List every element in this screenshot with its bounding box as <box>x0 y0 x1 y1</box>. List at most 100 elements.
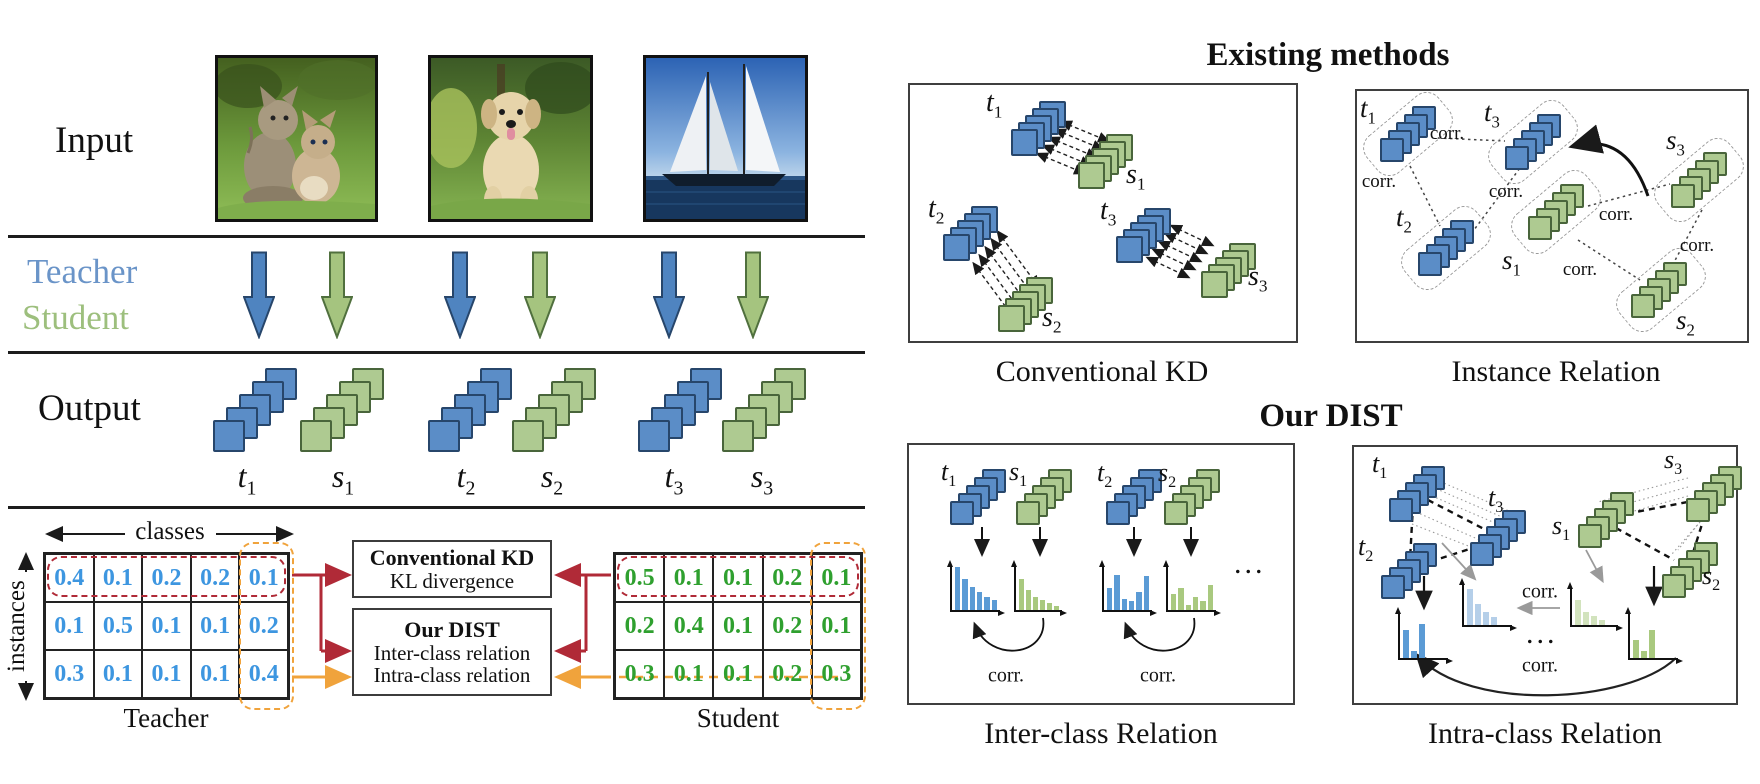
teacher-matrix-caption: Teacher <box>123 703 209 733</box>
matrix-cell: 0.3 <box>811 650 861 698</box>
histogram-bar <box>1583 611 1589 625</box>
intra-histogram-teacher-faded <box>1458 578 1517 631</box>
instance-relation-caption: Instance Relation <box>1451 355 1661 388</box>
intra-label-s2: s2 <box>1702 561 1721 595</box>
feature-map-square <box>950 501 974 525</box>
histogram-bar <box>1019 578 1024 610</box>
intra-class-relation-label: Intra-class relation <box>373 662 531 687</box>
feature-map-square <box>1078 162 1105 189</box>
corr-label: corr. <box>1361 171 1397 193</box>
histogram-bar <box>1054 605 1059 610</box>
intra-histogram-student <box>1624 607 1683 664</box>
our-dist-title: Our DIST <box>1259 398 1403 434</box>
student-network-arrow-icon <box>737 251 769 339</box>
corr-label: corr. <box>987 664 1025 687</box>
histogram-bar <box>984 596 990 610</box>
our-dist-box: Our DIST Inter-class relation Intra-clas… <box>352 608 552 696</box>
matrix-cell: 0.1 <box>93 650 143 698</box>
inter-class-caption: Inter-class Relation <box>984 717 1218 750</box>
histogram-bar <box>1575 600 1581 625</box>
input-image-sailboat <box>643 55 808 222</box>
teacher-column-highlight <box>239 542 294 710</box>
student-output-stack-s3 <box>722 368 806 452</box>
matrix-cell: 0.2 <box>615 602 665 650</box>
matrix-cell: 0.1 <box>664 650 714 698</box>
inst-label-s3: s3 <box>1666 125 1685 160</box>
matrix-cell: 0.1 <box>190 602 240 650</box>
inst-stack-t3 <box>1505 114 1561 170</box>
conv-label-s2: s2 <box>1042 302 1062 337</box>
histogram-bar <box>1491 617 1497 625</box>
intra-label-t2: t2 <box>1358 532 1374 566</box>
output-label-s1: s1 <box>331 458 355 500</box>
kittens-photo-illustration <box>218 58 375 219</box>
intra-stack-t1 <box>1389 466 1445 522</box>
matrix-cell: 0.1 <box>811 602 861 650</box>
output-label-t2: t2 <box>456 458 476 500</box>
matrix-cell: 0.1 <box>45 602 94 650</box>
feature-map-square <box>1578 524 1602 548</box>
teacher-row-highlight <box>47 556 286 597</box>
inter-stack-s2 <box>1164 469 1220 525</box>
histogram-bar <box>955 567 961 610</box>
student-row-label: Student <box>22 298 129 337</box>
output-row-label: Output <box>38 388 141 429</box>
matrix-cell: 0.2 <box>190 554 240 602</box>
teacher-output-stack-t2 <box>428 368 512 452</box>
feature-map-square <box>1671 184 1695 208</box>
inter-stack-s1 <box>1016 469 1072 525</box>
conv-label-s3: s3 <box>1248 261 1268 296</box>
inst-stack-t1 <box>1380 106 1436 162</box>
puppy-photo-illustration <box>431 58 590 219</box>
inter-ellipsis: ... <box>1234 547 1266 580</box>
histogram-bar <box>1171 594 1177 610</box>
matrix-cell: 0.1 <box>664 554 714 602</box>
sailboat-photo-illustration <box>646 58 805 219</box>
feature-map-square <box>722 420 754 452</box>
feature-map-square <box>1418 252 1442 276</box>
histogram-bar <box>1026 589 1031 610</box>
output-label-t1: t1 <box>237 458 257 500</box>
histogram-bar <box>1107 587 1113 610</box>
our-dist-box-title: Our DIST <box>404 617 500 643</box>
intra-class-relation-panel <box>1352 445 1738 705</box>
feature-map-square <box>1011 129 1038 156</box>
conventional-kd-box: Conventional KD KL divergence <box>352 540 552 598</box>
feature-map-square <box>1381 575 1405 599</box>
histogram-bar <box>1192 596 1199 610</box>
student-network-arrow-icon <box>524 251 556 339</box>
teacher-output-stack-t1 <box>213 368 297 452</box>
teacher-network-arrow-icon <box>444 251 476 339</box>
feature-map-square <box>512 420 544 452</box>
corr-label: corr. <box>1488 181 1524 203</box>
student-row-highlight <box>617 556 859 597</box>
intra-label-t1: t1 <box>1372 449 1388 483</box>
corr-label: corr. <box>1521 654 1559 677</box>
feature-map-square <box>1470 542 1494 566</box>
histogram-bar <box>1599 620 1605 625</box>
conventional-kd-panel <box>908 83 1298 343</box>
conventional-kd-box-title: Conventional KD <box>369 545 535 571</box>
histogram-bar <box>1475 604 1481 625</box>
histogram-bar <box>1641 651 1647 658</box>
histogram-bar <box>1200 601 1206 610</box>
feature-map-square <box>428 420 460 452</box>
inter-histogram-s1 <box>1010 560 1067 616</box>
instance-relation-panel <box>1355 89 1749 343</box>
intra-stack-s1 <box>1578 492 1634 548</box>
conv-stack-t3 <box>1116 208 1171 263</box>
histogram-bar <box>1047 603 1052 610</box>
teacher-network-arrow-icon <box>243 251 275 339</box>
feature-map-square <box>1528 216 1552 240</box>
inter-label-s2: s2 <box>1158 458 1177 492</box>
output-label-t3: t3 <box>664 458 684 500</box>
histogram-bar <box>1040 600 1045 610</box>
histogram-bar <box>1633 639 1639 658</box>
matrix-cell: 0.2 <box>142 554 191 602</box>
matrix-cell: 0.5 <box>93 602 143 650</box>
intra-label-s1: s1 <box>1552 511 1571 545</box>
teacher-network-arrow-icon <box>653 251 685 339</box>
student-matrix-caption: Student <box>696 703 780 733</box>
corr-label: corr. <box>1429 123 1465 145</box>
